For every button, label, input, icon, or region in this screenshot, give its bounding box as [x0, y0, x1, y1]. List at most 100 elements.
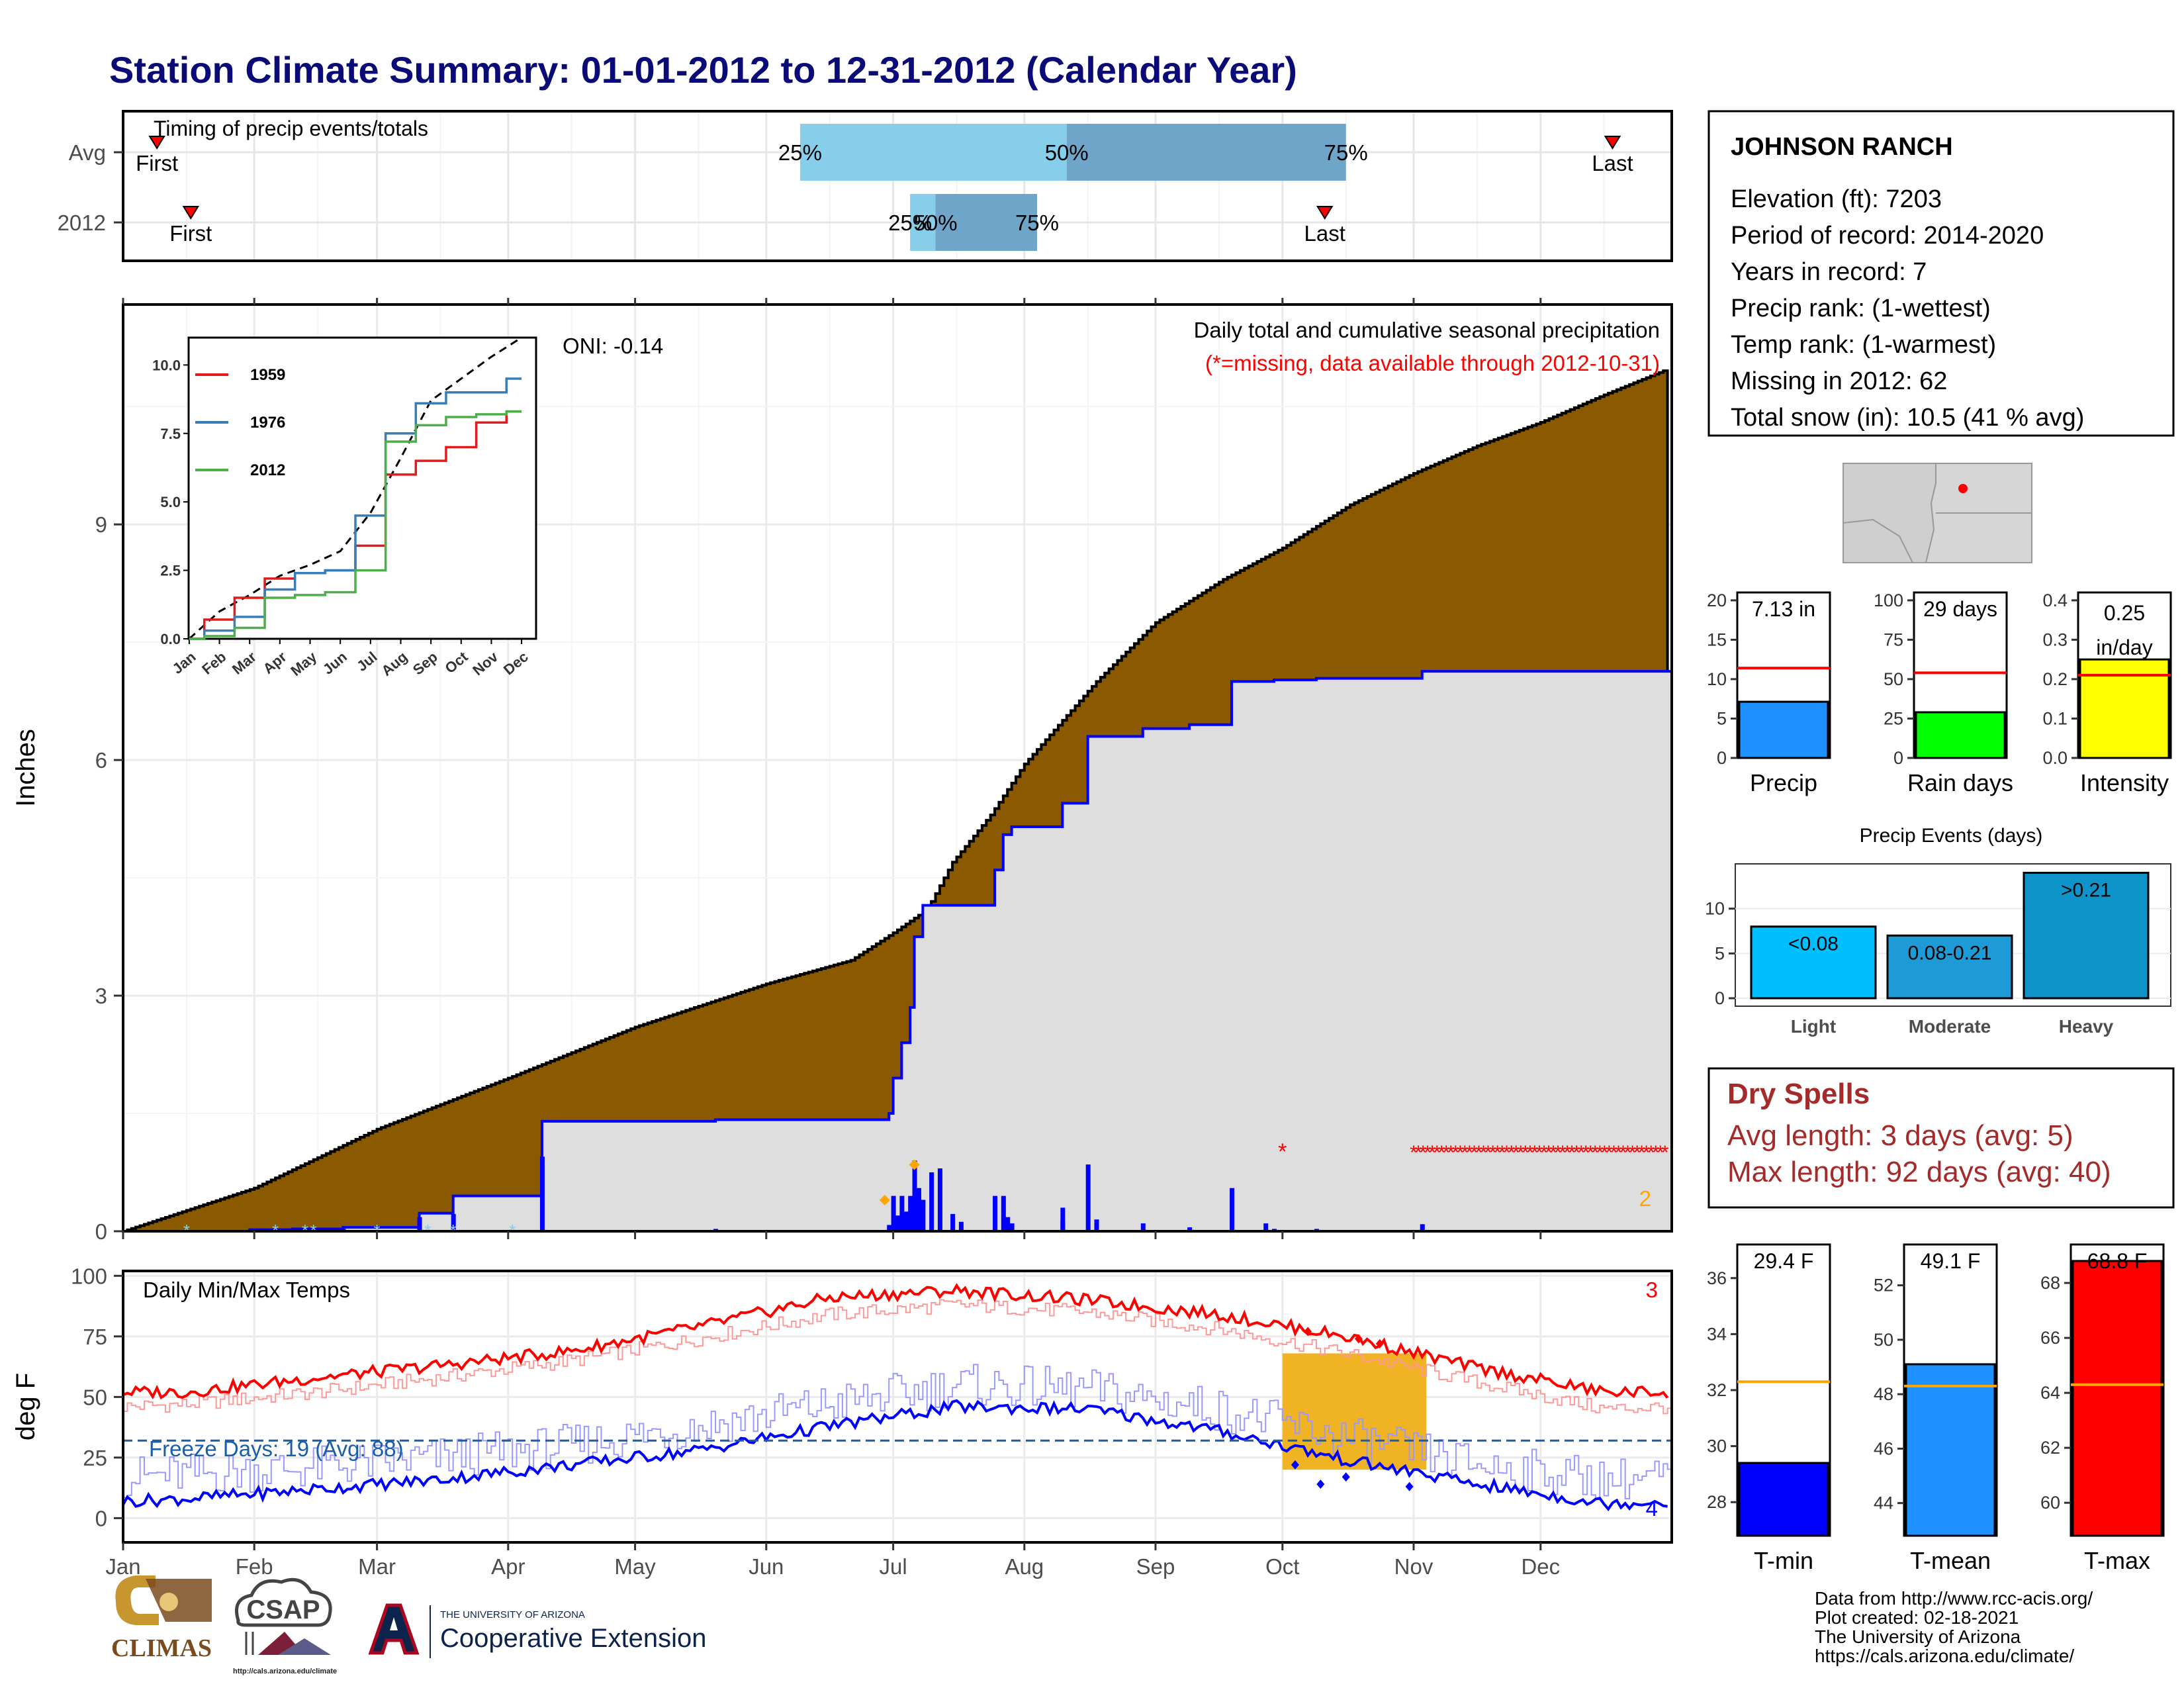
p50-label: 50%	[1045, 140, 1089, 165]
missing-marker: *	[1433, 1142, 1441, 1164]
temp-border	[122, 1270, 1673, 1544]
record-low-marker	[1342, 1472, 1350, 1482]
daily-precip-bar	[912, 1160, 917, 1231]
temp-summary-0-tick-label: 36	[1707, 1268, 1727, 1288]
missing-marker: *	[1456, 1142, 1464, 1164]
precip-summary-1-value-label: 29 days	[1923, 597, 1997, 621]
precip-summary-2-value-unit: in/day	[2096, 635, 2152, 659]
snow-star: *	[272, 1221, 279, 1241]
temp-x-tick-label: Dec	[1521, 1554, 1560, 1579]
first-label: First	[169, 221, 212, 246]
precip-summary-1-tick-label: 100	[1874, 590, 1903, 610]
temp-x-tick-label: Apr	[491, 1554, 525, 1579]
precip-summary-0-tick-label: 10	[1707, 669, 1727, 689]
daily-precip-bar	[451, 1213, 456, 1231]
daily-precip-bar	[1085, 1164, 1091, 1231]
temp-y-tick-label: 25	[83, 1446, 107, 1470]
missing-note: (*=missing, data available through 2012-…	[1205, 351, 1660, 375]
temp-x-tick-label: Jan	[105, 1554, 140, 1579]
missing-marker: *	[1419, 1142, 1427, 1164]
precip-summary-1-category-label: Rain days	[1907, 769, 2013, 796]
daily-precip-bar	[899, 1196, 905, 1231]
dry-spells-title: Dry Spells	[1727, 1078, 1870, 1110]
missing-marker: *	[1540, 1142, 1548, 1164]
timing-grid	[122, 111, 1672, 261]
events-bar	[1750, 925, 1877, 1000]
events-y-tick-label: 10	[1705, 899, 1725, 919]
precip-subtitle: Daily total and cumulative seasonal prec…	[1194, 318, 1660, 342]
temp-count-red: 3	[1646, 1278, 1658, 1302]
climas-logo-text: CLIMAS	[111, 1634, 212, 1662]
snow-star: *	[509, 1221, 516, 1241]
missing-marker: *	[1601, 1142, 1609, 1164]
precip-summary-1-value-bar	[1915, 711, 2006, 759]
temp-title: Daily Min/Max Temps	[143, 1278, 350, 1302]
footer-university: The University of Arizona	[1815, 1626, 2021, 1647]
temp-summary-2-value-label: 68.8 F	[2087, 1249, 2148, 1273]
temp-summary-2-tick-label: 62	[2040, 1438, 2060, 1458]
precip-summary-1-tick-label: 75	[1884, 630, 1903, 649]
temp-summary-2: 60 62 64 66 68 68.8 F T-max	[2040, 1243, 2165, 1574]
station-missing: Missing in 2012: 62	[1731, 367, 1947, 395]
daily-precip-bar	[950, 1213, 956, 1231]
missing-marker: *	[1522, 1142, 1529, 1164]
temp-count-blue: 4	[1646, 1496, 1658, 1521]
missing-marker: *	[1428, 1142, 1436, 1164]
daily-precip-bar	[929, 1172, 934, 1231]
missing-marker: *	[1414, 1142, 1422, 1164]
missing-marker: *	[1535, 1142, 1543, 1164]
temp-summary-2-tick-label: 64	[2040, 1383, 2060, 1403]
inset-series-line	[189, 410, 522, 640]
missing-marker: *	[1424, 1142, 1432, 1164]
snow-star: *	[183, 1221, 190, 1241]
missing-temp-block	[1282, 1353, 1427, 1470]
snow-diamond	[909, 1159, 920, 1170]
missing-marker: *	[1647, 1142, 1655, 1164]
station-box: JOHNSON RANCH Elevation (ft): 7203 Perio…	[1707, 110, 2175, 437]
temp-summary-2-tick-label: 68	[2040, 1273, 2060, 1293]
temp-y-tick-label: 75	[83, 1325, 107, 1349]
precip-border	[122, 303, 1673, 1233]
timing-bar-q25-q50	[799, 124, 1067, 181]
precip-y-label: Inches	[11, 729, 40, 807]
precip-summary-0: 0 5 10 15 20 7.13 in Precip	[1707, 590, 1831, 796]
temp-summary-1-tick-label: 44	[1874, 1493, 1893, 1513]
timing-title: Timing of precip events/totals	[154, 117, 428, 140]
station-period: Period of record: 2014-2020	[1731, 222, 2044, 250]
missing-marker: *	[1498, 1142, 1506, 1164]
precip-y-tick-label: 6	[95, 748, 107, 773]
daily-precip-bar	[1060, 1207, 1066, 1231]
events-bar-label: <0.08	[1788, 933, 1839, 955]
missing-marker: *	[1517, 1142, 1525, 1164]
missing-marker: *	[1563, 1142, 1571, 1164]
precip-summary-0-tick-label: 15	[1707, 630, 1727, 649]
inset-y-tick-label: 0.0	[160, 631, 181, 647]
snow-star: *	[450, 1221, 457, 1241]
ua-big-text: Cooperative Extension	[440, 1624, 706, 1653]
missing-marker: *	[1471, 1142, 1479, 1164]
last-event-marker	[1604, 136, 1621, 150]
missing-marker: *	[1489, 1142, 1497, 1164]
daily-precip-bar	[539, 1156, 545, 1231]
first-event-marker	[148, 136, 165, 150]
record-low-marker	[1316, 1479, 1325, 1489]
precip-summary-2-tick-label: 0.4	[2042, 590, 2068, 610]
missing-marker: *	[1484, 1142, 1492, 1164]
missing-marker: *	[1615, 1142, 1623, 1164]
temp-series-line	[123, 1283, 1669, 1400]
record-high-marker	[1375, 1338, 1384, 1348]
snow-star: *	[302, 1221, 308, 1241]
station-location-dot	[1958, 484, 1968, 493]
page-title: Station Climate Summary: 01-01-2012 to 1…	[109, 49, 1297, 91]
missing-marker: *	[1619, 1142, 1627, 1164]
missing-marker: *	[1591, 1142, 1599, 1164]
freeze-label: Freeze Days: 19 (Avg: 88)	[149, 1436, 404, 1461]
temp-x-tick-label: Aug	[1005, 1554, 1044, 1579]
temp-summary-0-tick-label: 34	[1707, 1324, 1727, 1344]
daily-precip-bar	[921, 1199, 926, 1231]
cumulative-2012-area	[123, 670, 1672, 1231]
precip-summary-1-tick-label: 0	[1893, 748, 1903, 768]
missing-marker: *	[1475, 1142, 1483, 1164]
temp-summary-0-category-label: T-min	[1754, 1547, 1813, 1574]
